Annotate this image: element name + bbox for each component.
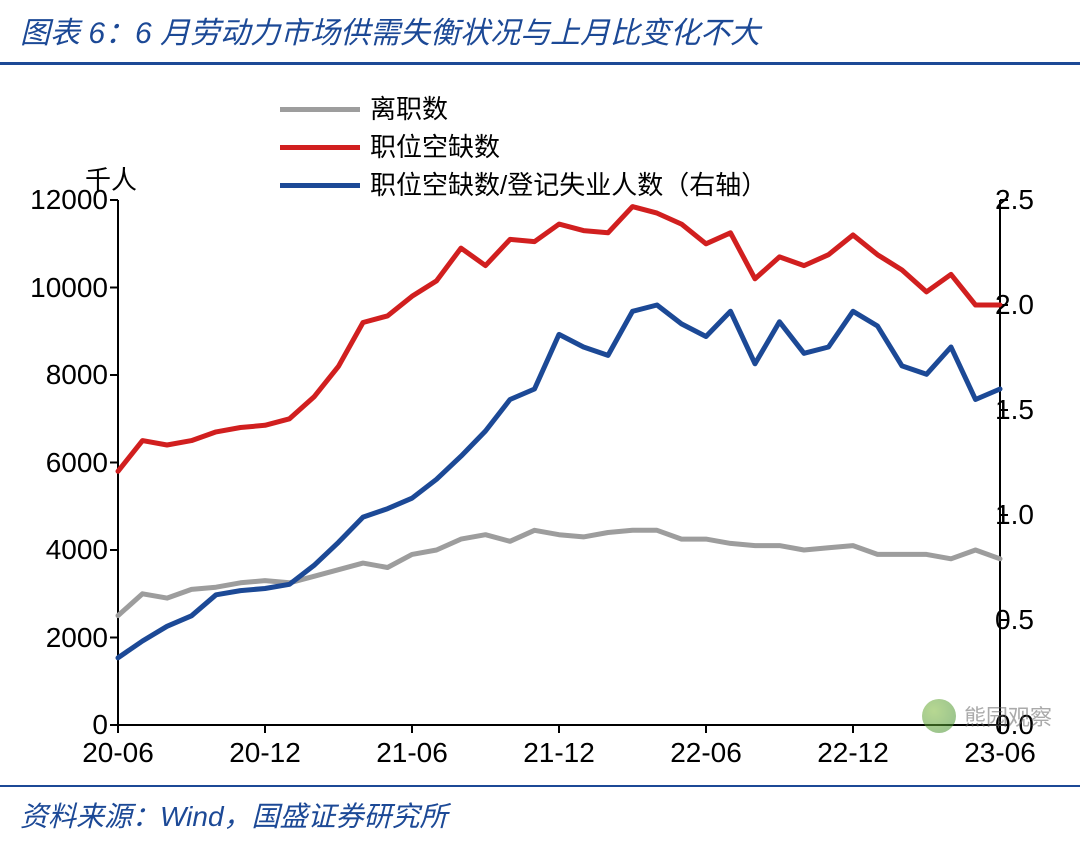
watermark: 熊园观察 — [922, 699, 1052, 733]
y-left-tick-label: 4000 — [0, 534, 108, 566]
x-tick-label: 22-12 — [817, 737, 889, 769]
y-right-tick-label: 2.5 — [995, 184, 1055, 216]
x-tick-label: 21-12 — [523, 737, 595, 769]
chart-title: 图表 6：6 月劳动力市场供需失衡状况与上月比变化不大 — [0, 0, 1080, 65]
y-left-tick-label: 2000 — [0, 622, 108, 654]
y-right-tick-label: 1.0 — [995, 499, 1055, 531]
y-left-tick-label: 10000 — [0, 272, 108, 304]
x-tick-label: 20-12 — [229, 737, 301, 769]
watermark-text: 熊园观察 — [964, 700, 1052, 732]
x-tick-label: 23-06 — [964, 737, 1036, 769]
line-chart-svg — [0, 65, 1080, 785]
chart-area: 千人 离职数职位空缺数职位空缺数/登记失业人数（右轴） 020004000600… — [0, 65, 1080, 785]
source-attribution: 资料来源：Wind，国盛证券研究所 — [0, 785, 1080, 843]
y-left-tick-label: 6000 — [0, 447, 108, 479]
y-left-tick-label: 12000 — [0, 184, 108, 216]
x-tick-label: 21-06 — [376, 737, 448, 769]
watermark-icon — [922, 699, 956, 733]
x-tick-label: 22-06 — [670, 737, 742, 769]
x-tick-label: 20-06 — [82, 737, 154, 769]
y-right-tick-label: 0.5 — [995, 604, 1055, 636]
y-right-tick-label: 2.0 — [995, 289, 1055, 321]
y-left-tick-label: 8000 — [0, 359, 108, 391]
y-right-tick-label: 1.5 — [995, 394, 1055, 426]
